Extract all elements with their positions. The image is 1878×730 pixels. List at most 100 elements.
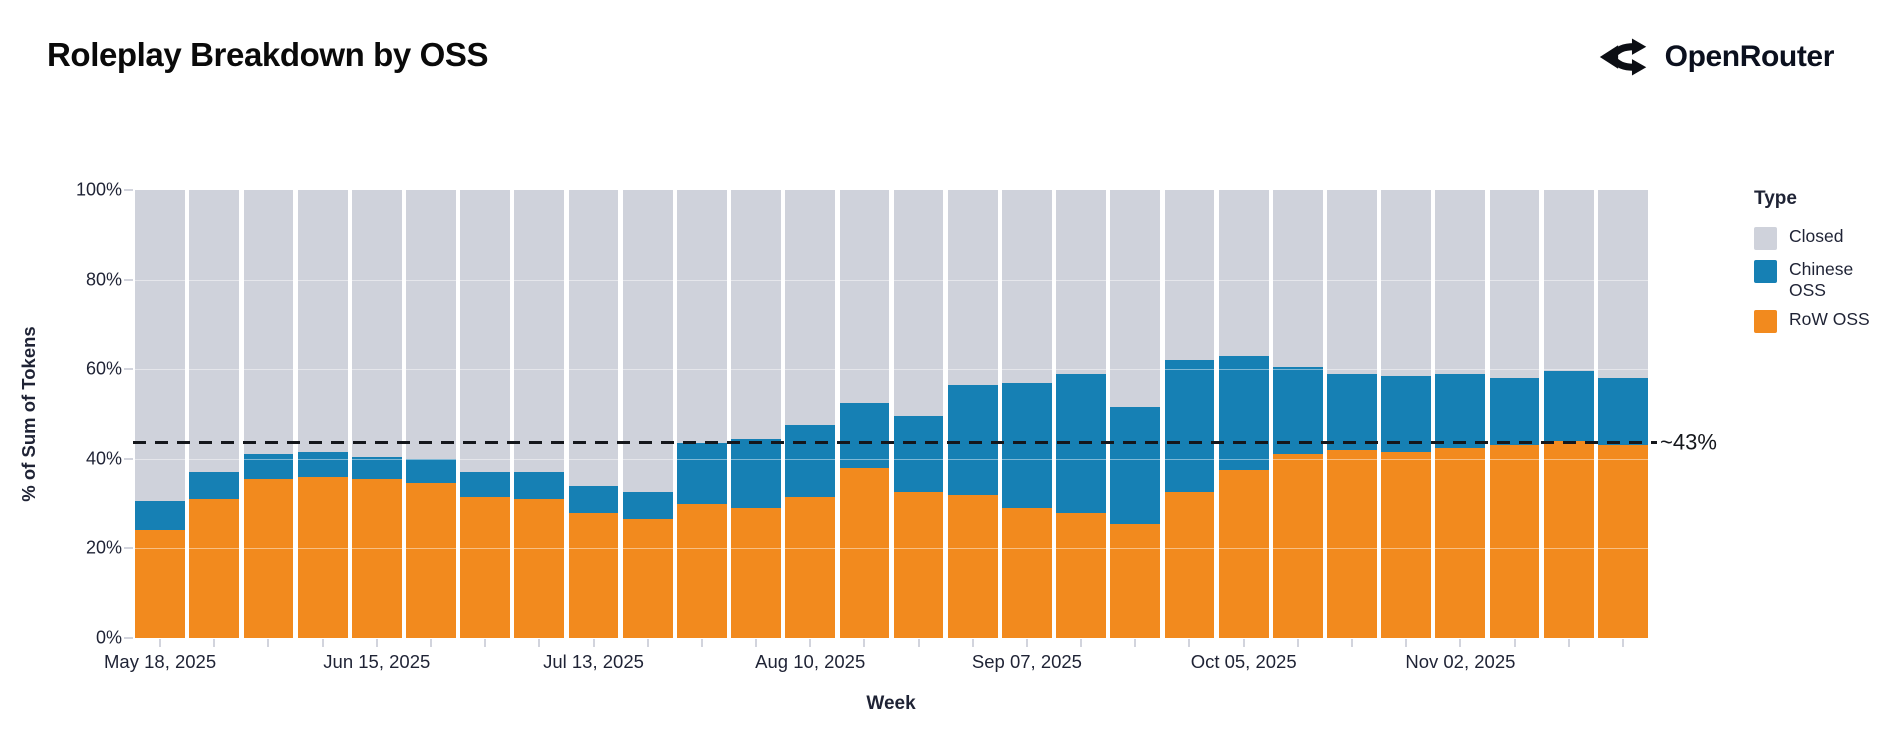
x-tick-mark	[1025, 639, 1028, 647]
segment-closed	[189, 190, 240, 473]
segment-chinese-oss	[406, 458, 456, 484]
stacked-bar-May 25, 2025	[189, 190, 240, 638]
segment-closed	[622, 190, 673, 493]
legend-item-row-oss: RoW OSS	[1754, 309, 1876, 334]
segment-chinese-oss	[1110, 407, 1161, 524]
stacked-bar-Jun 01, 2025	[243, 190, 294, 638]
segment-closed	[1435, 190, 1486, 374]
x-tick-mark	[700, 639, 703, 647]
x-tick-mark	[1242, 639, 1245, 647]
segment-row-oss	[514, 499, 565, 638]
x-tick-mark	[267, 639, 270, 647]
segment-row-oss	[1489, 445, 1540, 638]
x-tick-mark	[321, 639, 324, 647]
y-tick-mark	[124, 368, 133, 371]
legend-title: Type	[1754, 188, 1797, 209]
stacked-bar-Oct 05, 2025	[1218, 190, 1269, 638]
x-tick-label-Sep 07, 2025: Sep 07, 2025	[971, 651, 1082, 672]
segment-chinese-oss	[839, 402, 890, 468]
segment-closed	[243, 190, 294, 455]
segment-row-oss	[785, 496, 836, 638]
segment-closed	[1327, 190, 1377, 374]
segment-row-oss	[1164, 492, 1215, 638]
segment-row-oss	[1543, 440, 1594, 638]
segment-chinese-oss	[568, 485, 619, 513]
segment-chinese-oss	[1218, 355, 1269, 470]
segment-chinese-oss	[947, 384, 998, 495]
x-tick-mark	[1621, 639, 1624, 647]
segment-closed	[1110, 190, 1161, 408]
segment-chinese-oss	[893, 416, 944, 493]
segment-row-oss	[893, 492, 944, 638]
x-tick-mark	[646, 639, 649, 647]
x-tick-mark	[1080, 639, 1083, 647]
openrouter-logo-icon	[1598, 36, 1650, 78]
segment-closed	[1598, 190, 1648, 379]
segment-closed	[1489, 190, 1540, 379]
stacked-bar-May 18, 2025	[135, 190, 185, 638]
x-axis-title: Week	[866, 693, 916, 714]
gridline-60	[133, 369, 1650, 371]
stacked-bar-Aug 31, 2025	[947, 190, 998, 638]
segment-closed	[351, 190, 402, 457]
segment-closed	[1543, 190, 1594, 372]
y-tick-mark	[124, 189, 133, 191]
x-tick-label-Nov 02, 2025: Nov 02, 2025	[1405, 651, 1516, 672]
x-tick-mark	[809, 639, 812, 647]
x-tick-label-Jul 13, 2025: Jul 13, 2025	[543, 651, 644, 672]
y-tick-label-60%: 60%	[85, 358, 122, 379]
x-tick-mark	[1188, 639, 1191, 647]
stacked-bar-Nov 16, 2025	[1543, 190, 1594, 638]
segment-chinese-oss	[1164, 360, 1215, 493]
x-tick-mark	[971, 639, 974, 647]
segment-row-oss	[1218, 470, 1269, 638]
segment-chinese-oss	[1543, 371, 1594, 441]
segment-row-oss	[1272, 454, 1323, 638]
x-tick-mark	[755, 639, 758, 647]
segment-row-oss	[731, 508, 781, 638]
closed-swatch	[1754, 227, 1777, 250]
page-title: Roleplay Breakdown by OSS	[47, 36, 489, 73]
x-tick-label-Oct 05, 2025: Oct 05, 2025	[1190, 651, 1297, 672]
legend-item-closed: Closed	[1754, 226, 1876, 250]
segment-chinese-oss	[1489, 378, 1540, 446]
chinese-oss-swatch	[1754, 260, 1777, 283]
x-tick-mark	[1567, 639, 1570, 647]
x-tick-mark	[1459, 639, 1462, 647]
stacked-bar-Sep 07, 2025	[1002, 190, 1052, 638]
x-tick-label-May 18, 2025: May 18, 2025	[104, 651, 217, 672]
stacked-bar-Sep 28, 2025	[1164, 190, 1215, 638]
segment-chinese-oss	[676, 443, 727, 504]
segment-row-oss	[351, 478, 402, 638]
stacked-bar-Aug 17, 2025	[839, 190, 890, 638]
y-tick-mark	[124, 278, 133, 281]
segment-closed	[1056, 190, 1106, 374]
x-tick-mark	[213, 639, 216, 647]
segment-closed	[785, 190, 836, 426]
stacked-bar-Jun 22, 2025	[406, 190, 456, 638]
y-tick-label-20%: 20%	[85, 537, 122, 558]
stacked-bar-Sep 21, 2025	[1110, 190, 1161, 638]
brand-name: OpenRouter	[1664, 40, 1835, 73]
segment-closed	[460, 190, 511, 473]
stacked-bar-Jul 20, 2025	[622, 190, 673, 638]
segment-chinese-oss	[514, 472, 565, 500]
x-tick-mark	[429, 639, 432, 647]
segment-row-oss	[1002, 508, 1052, 638]
gridline-40	[133, 458, 1650, 460]
segment-row-oss	[406, 483, 456, 638]
segment-chinese-oss	[785, 425, 836, 497]
row-oss-swatch	[1754, 310, 1777, 334]
stacked-bar-Nov 23, 2025	[1598, 190, 1648, 638]
stacked-bar-Jun 29, 2025	[460, 190, 511, 638]
y-tick-mark	[124, 547, 133, 550]
segment-row-oss	[1327, 449, 1377, 638]
stacked-bar-Jun 08, 2025	[297, 190, 348, 638]
stacked-bar-Jul 13, 2025	[568, 190, 619, 638]
y-tick-label-40%: 40%	[85, 448, 122, 469]
segment-row-oss	[135, 530, 185, 638]
stacked-bar-Jul 06, 2025	[514, 190, 565, 638]
segment-closed	[947, 190, 998, 385]
segment-chinese-oss	[297, 452, 348, 477]
x-tick-mark	[1134, 639, 1137, 647]
